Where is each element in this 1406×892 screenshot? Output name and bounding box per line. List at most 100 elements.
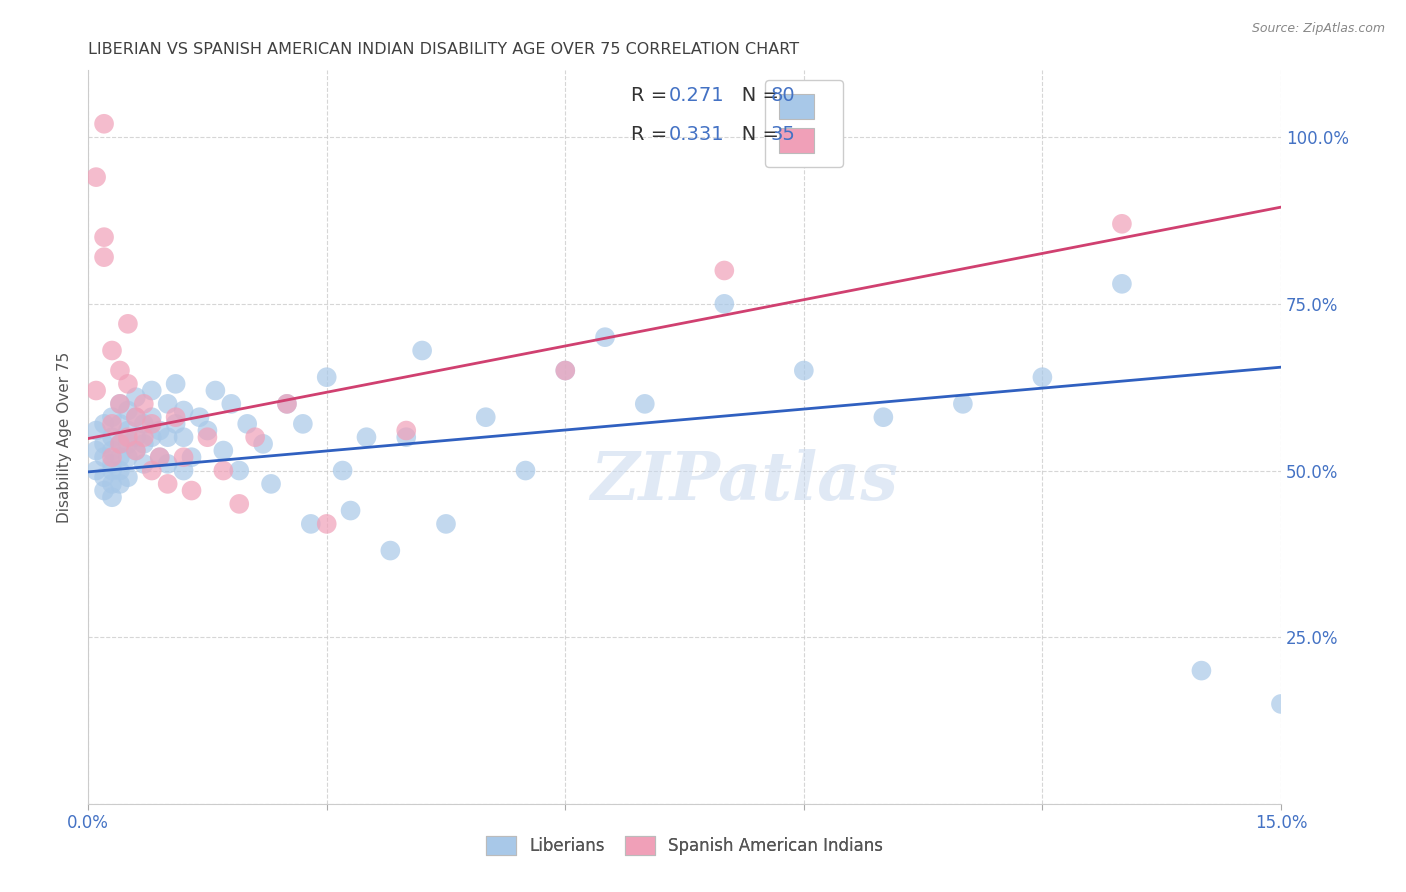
- Point: [411, 343, 433, 358]
- Point: [101, 410, 124, 425]
- Legend: Liberians, Spanish American Indians: Liberians, Spanish American Indians: [479, 829, 890, 862]
- Point: [515, 464, 537, 478]
- Point: [554, 363, 576, 377]
- Point: [125, 443, 148, 458]
- Point: [380, 543, 402, 558]
- Point: [101, 417, 124, 431]
- Point: [108, 417, 131, 431]
- Point: [117, 403, 139, 417]
- Point: [117, 424, 139, 438]
- Point: [339, 503, 361, 517]
- Point: [221, 397, 243, 411]
- Text: R =: R =: [631, 87, 673, 105]
- Point: [395, 430, 418, 444]
- Point: [101, 476, 124, 491]
- Text: LIBERIAN VS SPANISH AMERICAN INDIAN DISABILITY AGE OVER 75 CORRELATION CHART: LIBERIAN VS SPANISH AMERICAN INDIAN DISA…: [89, 42, 799, 57]
- Point: [204, 384, 226, 398]
- Text: ZIPatlas: ZIPatlas: [591, 449, 898, 514]
- Point: [299, 516, 322, 531]
- Point: [165, 376, 187, 391]
- Point: [93, 483, 115, 498]
- Point: [554, 363, 576, 377]
- Point: [101, 464, 124, 478]
- Text: R =: R =: [631, 125, 673, 145]
- Text: N =: N =: [723, 125, 785, 145]
- Point: [125, 410, 148, 425]
- Point: [197, 424, 219, 438]
- Point: [141, 384, 163, 398]
- Point: [108, 464, 131, 478]
- Point: [236, 417, 259, 431]
- Point: [108, 363, 131, 377]
- Point: [276, 397, 298, 411]
- Point: [156, 476, 179, 491]
- Point: [1191, 664, 1213, 678]
- Point: [84, 464, 107, 478]
- Point: [315, 370, 337, 384]
- Point: [260, 476, 283, 491]
- Point: [101, 450, 124, 465]
- Point: [197, 430, 219, 444]
- Point: [434, 516, 457, 531]
- Text: 80: 80: [770, 87, 794, 105]
- Point: [101, 343, 124, 358]
- Point: [93, 417, 115, 431]
- Point: [101, 490, 124, 504]
- Point: [117, 450, 139, 465]
- Point: [101, 430, 124, 444]
- Point: [212, 464, 235, 478]
- Point: [332, 464, 354, 478]
- Point: [117, 437, 139, 451]
- Text: 35: 35: [770, 125, 796, 145]
- Point: [228, 497, 250, 511]
- Point: [149, 450, 172, 465]
- Point: [872, 410, 894, 425]
- Point: [1031, 370, 1053, 384]
- Point: [180, 450, 202, 465]
- Point: [149, 450, 172, 465]
- Point: [93, 470, 115, 484]
- Point: [165, 410, 187, 425]
- Point: [593, 330, 616, 344]
- Point: [793, 363, 815, 377]
- Point: [141, 430, 163, 444]
- Point: [395, 424, 418, 438]
- Point: [188, 410, 211, 425]
- Point: [108, 476, 131, 491]
- Point: [713, 297, 735, 311]
- Point: [108, 437, 131, 451]
- Point: [125, 410, 148, 425]
- Point: [108, 437, 131, 451]
- Point: [180, 483, 202, 498]
- Point: [84, 170, 107, 185]
- Point: [212, 443, 235, 458]
- Text: N =: N =: [723, 87, 785, 105]
- Point: [173, 430, 195, 444]
- Point: [132, 397, 155, 411]
- Point: [173, 450, 195, 465]
- Text: Source: ZipAtlas.com: Source: ZipAtlas.com: [1251, 22, 1385, 36]
- Point: [156, 430, 179, 444]
- Point: [173, 403, 195, 417]
- Point: [173, 464, 195, 478]
- Point: [132, 457, 155, 471]
- Point: [132, 417, 155, 431]
- Point: [474, 410, 496, 425]
- Point: [141, 417, 163, 431]
- Point: [101, 457, 124, 471]
- Point: [356, 430, 378, 444]
- Point: [1270, 697, 1292, 711]
- Point: [228, 464, 250, 478]
- Point: [141, 464, 163, 478]
- Point: [315, 516, 337, 531]
- Point: [117, 430, 139, 444]
- Point: [165, 417, 187, 431]
- Point: [149, 424, 172, 438]
- Point: [156, 457, 179, 471]
- Point: [132, 430, 155, 444]
- Point: [101, 443, 124, 458]
- Point: [952, 397, 974, 411]
- Text: 0.331: 0.331: [669, 125, 724, 145]
- Point: [1111, 277, 1133, 291]
- Point: [291, 417, 314, 431]
